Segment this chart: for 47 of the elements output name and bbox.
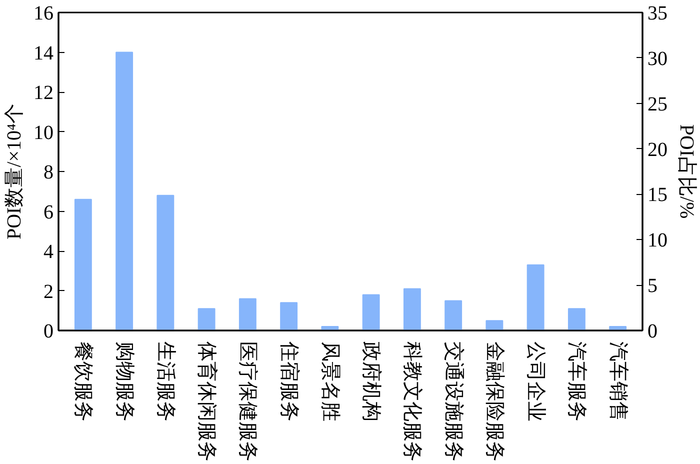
y-tick-label: 14 xyxy=(34,42,54,64)
bar xyxy=(362,294,380,330)
bar xyxy=(526,264,544,330)
y-tick-label: 12 xyxy=(34,82,54,104)
y2-tick-label: 10 xyxy=(648,230,668,252)
bar xyxy=(321,326,339,330)
bar xyxy=(156,194,174,330)
y2-tick-label: 5 xyxy=(648,275,658,298)
bar xyxy=(238,298,256,330)
bar xyxy=(609,326,627,330)
x-tick-label: 医疗保健服务 xyxy=(236,342,259,462)
y2-tick-label: 20 xyxy=(648,138,668,161)
x-tick-label: 餐饮服务 xyxy=(72,342,94,422)
bar xyxy=(74,198,92,330)
y2-tick-label: 0 xyxy=(648,320,658,342)
x-tick-label: 购物服务 xyxy=(113,342,136,422)
bar xyxy=(403,288,421,330)
x-tick-label: 风景名胜 xyxy=(318,342,341,422)
y2-tick-label: 30 xyxy=(648,48,668,70)
y2-tick-label: 15 xyxy=(648,184,668,206)
bar xyxy=(444,300,462,330)
x-tick-label: 汽车销售 xyxy=(606,342,629,422)
y-tick-label: 8 xyxy=(44,162,54,184)
x-tick-label: 政府机构 xyxy=(360,342,382,422)
bar xyxy=(568,308,586,330)
bar xyxy=(116,52,134,330)
y-tick-label: 16 xyxy=(34,2,54,24)
x-tick-label: 体育休闲服务 xyxy=(196,342,219,462)
y-tick-label: 2 xyxy=(44,280,54,303)
x-tick-label: 公司企业 xyxy=(524,342,547,422)
x-tick-label: 住宿服务 xyxy=(278,340,301,422)
bar xyxy=(280,302,298,330)
y2-tick-label: 25 xyxy=(648,93,668,116)
x-tick-label: 生活服务 xyxy=(154,342,176,422)
x-tick-label: 金融保险服务 xyxy=(483,342,506,462)
y2-tick-label: 35 xyxy=(648,2,668,24)
y2-axis-title: POI占比/% xyxy=(676,124,698,219)
x-tick-label: 交通设施服务 xyxy=(442,342,464,462)
x-tick-label: 汽车服务 xyxy=(566,342,588,422)
y-tick-label: 6 xyxy=(44,201,54,224)
x-tick-label: 科教文化服务 xyxy=(401,342,424,462)
y-tick-label: 10 xyxy=(34,122,54,144)
y-tick-label: 0 xyxy=(44,320,54,342)
bar xyxy=(486,320,504,330)
y-axis-title: POI数量/×10⁴个 xyxy=(4,103,26,240)
bar xyxy=(198,308,216,330)
y-tick-label: 4 xyxy=(44,241,54,263)
